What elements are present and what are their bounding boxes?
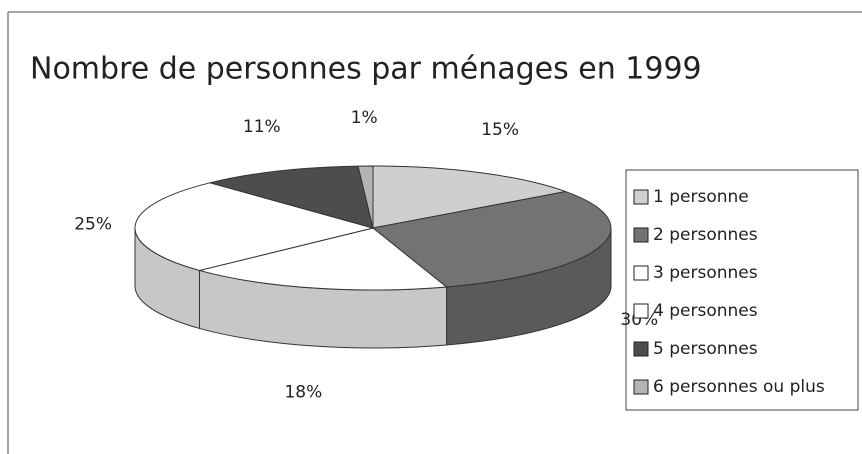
slice-top <box>197 227 448 291</box>
data-label: 30% <box>620 310 658 330</box>
data-label: 1% <box>351 108 378 128</box>
legend-swatch <box>633 265 649 281</box>
legend-swatch <box>633 189 649 205</box>
legend-label: 1 personne <box>653 187 749 207</box>
slice-top <box>372 165 568 229</box>
chart-title: Nombre de personnes par ménages en 1999 <box>30 52 702 87</box>
legend-swatch <box>633 303 649 319</box>
legend-swatch <box>633 227 649 243</box>
legend-label: 2 personnes <box>653 225 758 245</box>
legend-label: 3 personnes <box>653 263 758 283</box>
data-label: 15% <box>481 120 519 140</box>
legend-swatch <box>633 341 649 357</box>
slice-top <box>134 182 375 271</box>
data-label: 11% <box>243 117 281 137</box>
slice-top <box>371 191 612 288</box>
data-label: 25% <box>74 215 112 235</box>
slice-top <box>208 165 374 229</box>
slice-top <box>357 165 374 229</box>
data-label: 18% <box>284 383 322 403</box>
legend-swatch <box>633 379 649 395</box>
legend-label: 6 personnes ou plus <box>653 377 825 397</box>
legend-box <box>625 169 859 411</box>
legend-label: 5 personnes <box>653 339 758 359</box>
legend-label: 4 personnes <box>653 301 758 321</box>
